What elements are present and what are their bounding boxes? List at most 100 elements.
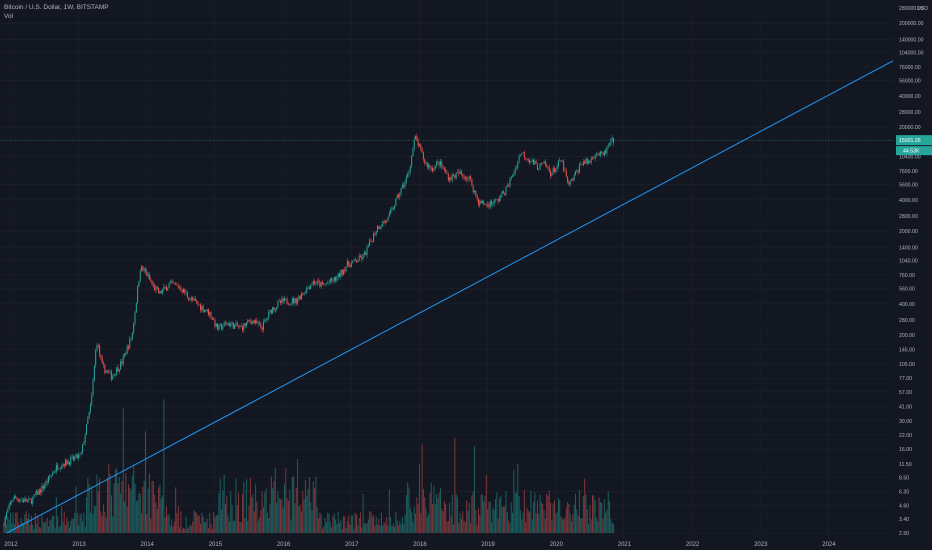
volume-bar [196,512,198,533]
candle-body [329,278,331,283]
candle-body [502,191,504,194]
candle-body [36,490,38,495]
volume-bar [388,489,390,533]
y-tick-label: 200000.00 [899,21,924,27]
candle-body [539,163,541,170]
candle-body [251,321,253,324]
volume-bar [483,501,485,533]
volume-bar [297,458,299,533]
candle-body [261,327,263,330]
candle-body [485,204,487,206]
candle-body [522,152,524,154]
volume-bar [106,478,108,533]
candle-body [577,170,579,173]
volume-bar [308,477,310,533]
volume-bar [496,492,498,533]
candle-body [230,323,232,327]
volume-bar [19,524,21,533]
candle-body [592,157,594,159]
candle-body [458,171,460,174]
x-tick-label: 2024 [822,542,836,548]
volume-bar [454,437,456,533]
volume-bar [159,484,161,533]
trendline[interactable] [6,60,894,534]
x-tick-label: 2018 [413,542,427,548]
candle-body [433,169,435,171]
candle-body [331,278,333,281]
volume-bar [380,512,382,533]
volume-bar [458,523,460,533]
candle-body [150,279,152,282]
volume-bar [384,523,386,533]
candle-body [283,298,285,302]
volume-bar [266,512,268,533]
candle-body [466,177,468,180]
volume-bar [45,521,47,533]
candle-body [378,225,380,229]
y-tick-label: 30.00 [899,419,912,425]
candle-body [33,494,35,498]
volume-bar [300,511,302,533]
volume-indicator-label[interactable]: Vol [4,13,14,20]
candle-body [96,344,98,351]
volume-bar [219,478,221,533]
symbol-title[interactable]: Bitcoin / U.S. Dollar, 1W, BITSTAMP [4,4,109,11]
candle-body [238,326,240,327]
candle-body [222,326,224,330]
volume-bar [207,528,209,533]
volume-bar [323,526,325,533]
candle-body [453,174,455,176]
volume-bar [598,497,600,533]
volume-bar [371,516,373,533]
candle-body [436,162,438,166]
y-tick-label: 40000.00 [899,94,921,100]
volume-bar [593,496,595,533]
candle-body [572,179,574,181]
volume-bar [165,506,167,533]
volume-bar [114,470,116,533]
volume-bar [391,526,393,533]
candle-body [535,161,537,164]
volume-bar [573,504,575,533]
volume-bar [210,523,212,533]
candle-body [375,231,377,235]
volume-bar [480,494,482,533]
volume-bar [436,493,438,533]
volume-bar [253,511,255,533]
candle-body [154,284,156,291]
volume-bar [358,517,360,533]
candle-body [308,287,310,290]
volume-bar [148,473,150,533]
y-tick-label: 2000.00 [899,229,918,235]
candle-body [420,144,422,149]
volume-bar [460,519,462,533]
volume-bar [84,526,86,533]
candle-body [454,175,456,178]
volume-bar [131,475,133,533]
volume-bar [62,521,64,533]
volume-bar [379,525,381,533]
volume-bar [287,501,289,533]
volume-bar [294,503,296,533]
volume-bar [307,488,309,533]
volume-bar [265,488,267,533]
time-axis[interactable]: 2012 2013 2014 2015 2016 2017 2018 2019 2020 2021… [4,542,836,548]
candle-body [282,298,284,302]
volume-bar [138,492,140,533]
candle-body [404,181,406,187]
candle-body [277,301,279,308]
candle-body [607,144,609,147]
volume-bar [147,488,149,533]
candle-body [565,171,567,177]
y-tick-label: 560.00 [899,287,915,293]
candle-body [459,171,461,174]
volume-bar [535,513,537,533]
candle-body [315,283,317,285]
y-tick-label: 140000.00 [899,37,924,43]
candle-body [168,283,170,288]
volume-bar [168,514,170,533]
price-axis[interactable]: 280000.00 200000.00 140000.00 104000.00 7600… [899,6,928,537]
volume-bar [104,512,106,533]
x-tick-label: 2012 [4,542,18,548]
